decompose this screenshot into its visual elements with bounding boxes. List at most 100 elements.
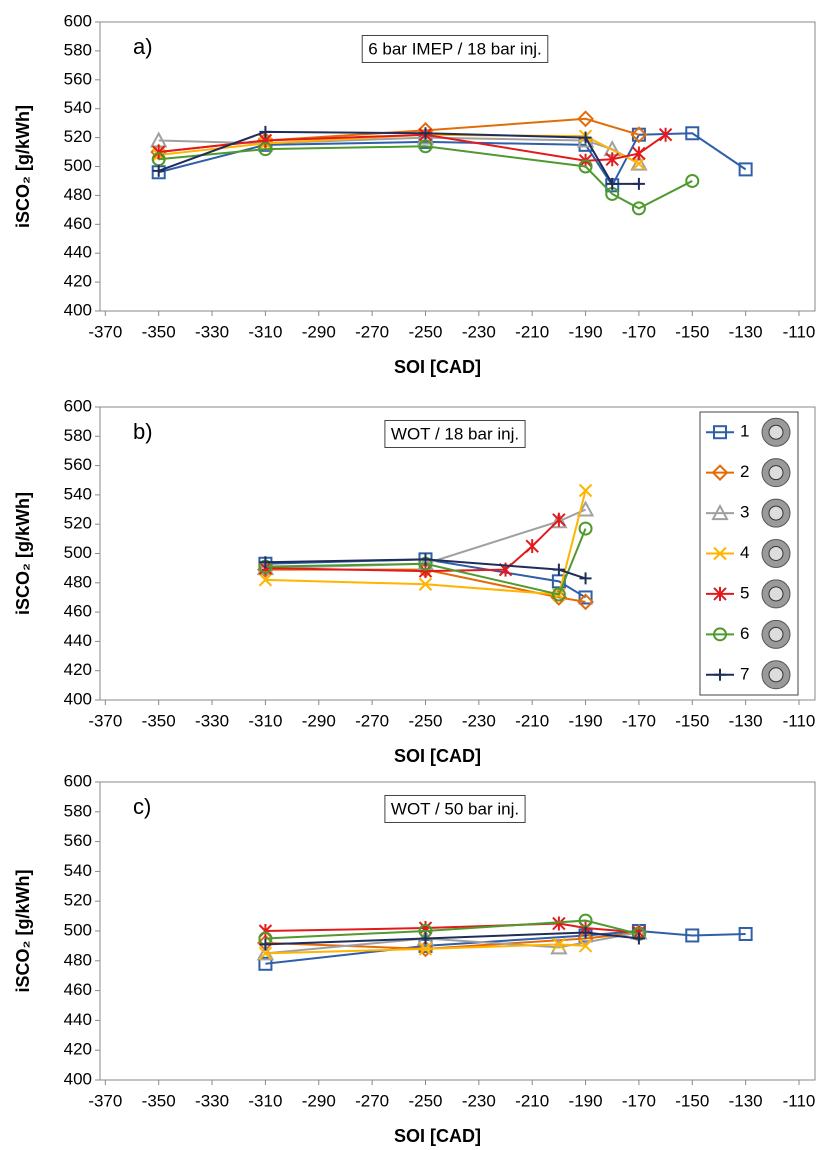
- marker: [552, 937, 566, 952]
- y-tick-label: 600: [64, 771, 92, 790]
- x-axis-label: SOI [CAD]: [394, 357, 481, 377]
- series-line: [265, 528, 587, 596]
- y-tick-label: 540: [64, 484, 92, 503]
- marker: [552, 563, 565, 576]
- x-tick-label: -270: [355, 1091, 389, 1110]
- marker: [738, 162, 753, 177]
- y-tick-label: 520: [64, 514, 92, 533]
- x-tick-label: -190: [569, 1091, 603, 1110]
- marker: [259, 556, 272, 569]
- y-axis-label: iSCO₂ [g/kWh]: [13, 492, 33, 615]
- legend-marker: [713, 425, 727, 440]
- y-tick-label: 460: [64, 602, 92, 621]
- panel-label: a): [133, 34, 153, 59]
- x-tick-label: -210: [515, 1091, 549, 1110]
- x-tick-label: -230: [462, 1091, 496, 1110]
- y-axis-label: iSCO₂ [g/kWh]: [13, 870, 33, 993]
- x-tick-label: -150: [675, 1091, 709, 1110]
- legend-marker: [713, 586, 727, 601]
- marker: [578, 159, 593, 174]
- x-axis-label: SOI [CAD]: [394, 746, 481, 766]
- x-tick-label: -290: [302, 322, 336, 341]
- marker: [577, 110, 594, 128]
- x-tick-label: -310: [248, 322, 282, 341]
- x-tick-label: -210: [515, 322, 549, 341]
- series-line: [158, 145, 693, 210]
- marker: [579, 131, 592, 144]
- legend-label: 4: [740, 543, 749, 562]
- marker: [630, 126, 648, 144]
- x-tick-label: -170: [622, 711, 656, 730]
- marker: [578, 521, 593, 536]
- legend-label: 3: [740, 503, 749, 522]
- series-line: [265, 931, 640, 955]
- panel-title-box: [384, 794, 526, 823]
- x-tick-label: -250: [408, 711, 442, 730]
- marker: [632, 932, 645, 945]
- x-tick-label: -110: [783, 711, 816, 730]
- x-tick-label: -370: [88, 711, 122, 730]
- marker: [685, 173, 700, 188]
- legend-label: 2: [740, 462, 749, 481]
- legend-icon-core: [768, 546, 784, 561]
- y-tick-label: 480: [64, 950, 92, 969]
- x-tick-label: -290: [302, 1091, 336, 1110]
- y-tick-label: 500: [64, 543, 92, 562]
- marker: [418, 577, 433, 591]
- marker: [605, 152, 619, 167]
- x-tick-label: -330: [195, 1091, 229, 1110]
- legend-label: 5: [740, 583, 749, 602]
- legend-icon-core: [768, 626, 784, 642]
- x-tick-label: -130: [729, 322, 763, 341]
- marker: [419, 553, 432, 566]
- legend-icon-core: [768, 667, 784, 683]
- series: [258, 937, 593, 961]
- x-tick-label: -370: [88, 322, 122, 341]
- y-tick-label: 600: [64, 396, 92, 415]
- y-tick-label: 500: [64, 920, 92, 939]
- x-tick-label: -350: [142, 1091, 176, 1110]
- legend-icon-core: [768, 586, 784, 602]
- y-tick-label: 520: [64, 891, 92, 910]
- x-tick-label: -170: [622, 322, 656, 341]
- panel-title-box: [384, 419, 526, 448]
- marker: [259, 125, 272, 138]
- y-tick-label: 580: [64, 40, 92, 59]
- y-tick-label: 440: [64, 1010, 92, 1029]
- series: [258, 512, 566, 579]
- y-tick-label: 400: [64, 1069, 92, 1088]
- y-tick-label: 420: [64, 272, 92, 291]
- marker: [550, 512, 568, 529]
- y-tick-label: 600: [64, 11, 92, 30]
- panel-title-box: [361, 34, 549, 63]
- y-tick-label: 440: [64, 631, 92, 650]
- marker: [418, 139, 433, 154]
- y-tick-label: 540: [64, 98, 92, 117]
- x-tick-label: -230: [462, 711, 496, 730]
- series-line: [265, 490, 587, 596]
- series-line: [265, 931, 640, 946]
- y-tick-label: 400: [64, 689, 92, 708]
- legend-marker: [711, 503, 729, 521]
- marker: [578, 939, 593, 953]
- y-tick-label: 420: [64, 660, 92, 679]
- x-tick-label: -330: [195, 322, 229, 341]
- marker: [578, 483, 593, 498]
- x-tick-label: -350: [142, 322, 176, 341]
- plot-area: [99, 781, 816, 1081]
- series: [152, 125, 645, 190]
- panel-title: WOT / 50 bar inj.: [391, 799, 519, 818]
- y-tick-label: 480: [64, 572, 92, 591]
- marker: [259, 938, 272, 951]
- legend-marker: [713, 546, 727, 561]
- x-tick-label: -210: [515, 711, 549, 730]
- x-tick-label: -250: [408, 1091, 442, 1110]
- y-tick-label: 420: [64, 1040, 92, 1059]
- marker: [738, 926, 753, 941]
- marker: [258, 573, 273, 587]
- x-tick-label: -310: [248, 1091, 282, 1110]
- marker: [685, 126, 700, 141]
- marker: [576, 500, 595, 517]
- x-tick-label: -190: [569, 711, 603, 730]
- marker: [631, 201, 646, 216]
